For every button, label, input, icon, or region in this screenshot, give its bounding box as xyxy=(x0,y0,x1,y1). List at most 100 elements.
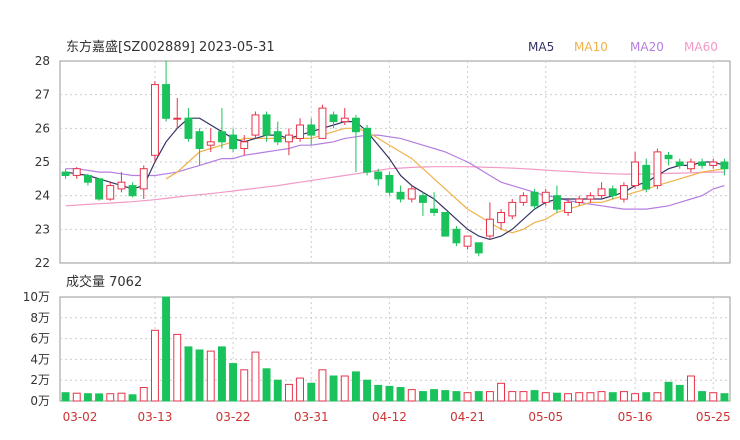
candle-body xyxy=(486,218,494,237)
volume-bar xyxy=(608,392,617,402)
candle-body xyxy=(541,191,550,203)
x-tick-label: 03-13 xyxy=(137,410,172,424)
candle xyxy=(597,182,606,200)
legend-ma60: MA60 xyxy=(684,40,718,54)
candle-body xyxy=(296,124,305,139)
candle-body xyxy=(162,84,171,119)
price-y-axis: 28 27 26 25 24 23 22 xyxy=(35,54,50,270)
candle-body xyxy=(385,175,394,193)
legend: MA5 MA10 MA20 MA60 xyxy=(528,40,718,54)
volume-bar xyxy=(385,385,394,402)
volume-bar xyxy=(452,391,461,402)
candle-body xyxy=(285,134,293,143)
ma5-line xyxy=(65,117,725,241)
candle xyxy=(95,178,103,201)
candle-body xyxy=(84,175,92,183)
candle-body xyxy=(463,235,472,247)
candle-body xyxy=(497,212,506,224)
candle xyxy=(318,104,327,139)
candle-body xyxy=(553,195,561,210)
volume-y-tick-label: 0万 xyxy=(30,394,50,408)
price-grid xyxy=(60,61,730,263)
candle-body xyxy=(151,84,159,156)
volume-bar xyxy=(463,392,472,402)
volume-bar xyxy=(229,363,238,402)
candle-body xyxy=(340,117,349,123)
candle xyxy=(229,128,238,152)
price-chart-title: 东方嘉盛[SZ002889] 2023-05-31 xyxy=(66,39,275,55)
legend-ma10: MA10 xyxy=(574,40,608,54)
price-y-tick-label: 27 xyxy=(35,88,50,102)
candlestick-series xyxy=(61,61,729,257)
volume-bar xyxy=(709,392,718,402)
volume-bar xyxy=(720,393,729,402)
volume-bar xyxy=(363,379,372,402)
volume-bar xyxy=(396,387,405,402)
candle xyxy=(698,158,706,169)
legend-ma20: MA20 xyxy=(630,40,664,54)
candle-body xyxy=(396,191,405,200)
candle xyxy=(530,188,539,210)
candle xyxy=(508,199,517,220)
candle xyxy=(586,192,595,203)
candle-body xyxy=(642,164,651,190)
volume-bar xyxy=(586,392,595,402)
volume-bar xyxy=(273,379,282,402)
volume-y-tick-label: 6万 xyxy=(30,332,50,346)
candle xyxy=(329,111,338,129)
candle xyxy=(218,108,226,149)
candle-body xyxy=(363,127,372,173)
candle xyxy=(541,188,550,206)
candle xyxy=(620,182,628,203)
volume-bar xyxy=(285,383,293,402)
candle xyxy=(273,121,282,146)
volume-bar xyxy=(698,391,706,402)
candle-body xyxy=(139,168,148,190)
candle-body xyxy=(664,154,673,160)
volume-bar xyxy=(128,394,137,402)
volume-bar xyxy=(374,384,383,402)
candle-body xyxy=(407,188,416,200)
volume-bar xyxy=(419,391,427,402)
volume-bar xyxy=(206,350,215,402)
candle-body xyxy=(597,188,606,197)
candle-body xyxy=(519,195,528,203)
candle xyxy=(452,225,461,247)
volume-bar xyxy=(307,382,316,402)
candle-body xyxy=(530,191,539,207)
volume-chart-title: 成交量 7062 xyxy=(66,274,142,290)
candle-body xyxy=(352,117,360,133)
candle-body xyxy=(675,161,684,166)
volume-bar xyxy=(139,387,148,402)
volume-bar xyxy=(262,368,271,402)
candle-body xyxy=(687,161,695,170)
volume-bar xyxy=(687,375,695,402)
volume-plot-frame xyxy=(59,296,731,402)
candle-body xyxy=(564,201,572,213)
candle xyxy=(374,168,383,186)
candle xyxy=(474,242,483,257)
candle xyxy=(195,128,204,166)
candle xyxy=(407,185,416,203)
candle-body xyxy=(273,131,282,143)
candle xyxy=(307,118,316,146)
candle-body xyxy=(653,151,662,187)
volume-bar xyxy=(117,392,126,402)
volume-bar xyxy=(553,392,561,402)
candle xyxy=(206,128,215,152)
candle xyxy=(519,192,528,206)
candle-body xyxy=(586,195,595,200)
volume-bar xyxy=(541,392,550,402)
volume-bar xyxy=(84,393,92,402)
candle-body xyxy=(329,114,338,123)
volume-bar xyxy=(441,390,450,402)
candle-body xyxy=(72,168,81,176)
x-tick-label: 05-25 xyxy=(696,410,731,424)
volume-bar xyxy=(95,393,103,402)
price-y-tick-label: 26 xyxy=(35,121,50,135)
candle-body xyxy=(106,185,115,200)
candle-body xyxy=(709,161,718,166)
candle xyxy=(72,167,81,179)
volume-bar xyxy=(474,391,483,402)
candle xyxy=(564,199,572,216)
